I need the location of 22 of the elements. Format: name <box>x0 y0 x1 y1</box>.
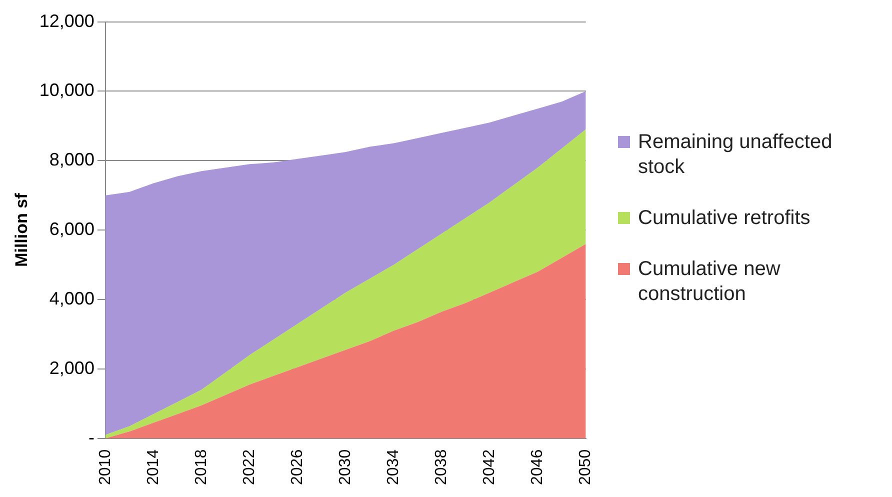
x-tick-label: 2038 <box>433 449 450 485</box>
x-tick-label: 2026 <box>289 449 306 485</box>
x-tick-label: 2022 <box>240 449 258 485</box>
x-tick-label: 2042 <box>481 449 498 485</box>
legend-label: Cumulative retrofits <box>638 206 810 230</box>
y-axis-title: Million sf <box>12 192 31 267</box>
x-tick-label: 2050 <box>577 449 594 485</box>
legend-label: Cumulative new construction <box>638 256 782 306</box>
y-tick-label: 8,000 <box>49 150 94 170</box>
legend-label: Remaining unaffected stock <box>638 130 834 180</box>
y-tick-label: 4,000 <box>49 288 94 309</box>
y-tick-label: - <box>88 427 94 448</box>
y-tick-label: 12,000 <box>39 10 94 31</box>
y-tick-label: 2,000 <box>49 358 94 378</box>
y-tick-label: 10,000 <box>39 80 94 100</box>
y-tick-label: 6,000 <box>49 219 94 240</box>
x-tick-label: 2030 <box>337 449 354 485</box>
x-tick-label: 2046 <box>529 449 546 485</box>
x-tick-label: 2034 <box>385 449 402 485</box>
x-tick-label: 2018 <box>192 449 210 485</box>
x-tick-label: 2014 <box>144 449 162 485</box>
x-tick-label: 2010 <box>96 449 114 485</box>
